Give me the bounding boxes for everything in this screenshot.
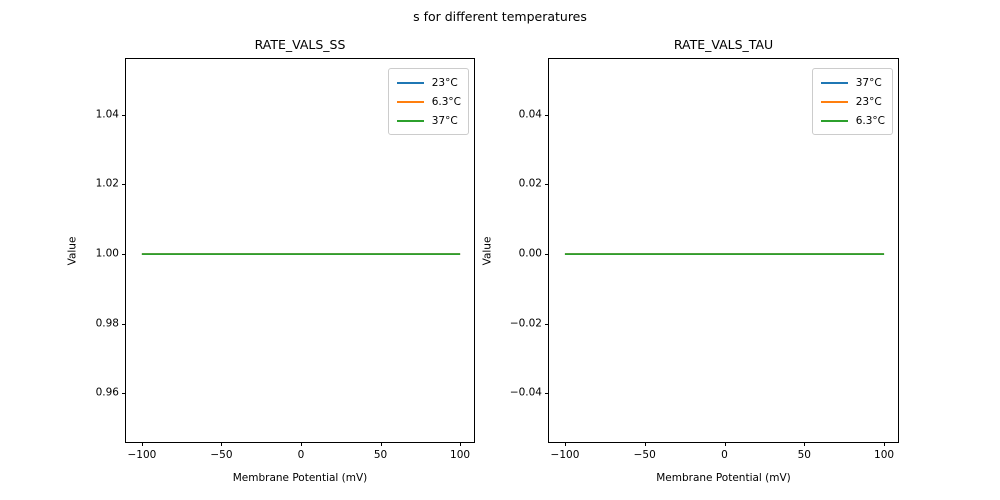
legend-item-label: 6.3°C [431, 95, 461, 108]
y-tick-mark [545, 254, 549, 256]
x-tick-mark [644, 442, 646, 446]
x-tick-mark [141, 442, 143, 446]
x-tick-mark [564, 442, 566, 446]
legend-line-swatch [820, 81, 848, 84]
x-tick-label: −100 [550, 449, 580, 461]
figure-suptitle: s for different temperatures [413, 9, 587, 24]
legend: 37°C 23°C 6.3°C [811, 68, 893, 135]
x-tick-mark [724, 442, 726, 446]
x-tick-label: 50 [797, 449, 811, 461]
axes-title: RATE_VALS_TAU [673, 37, 774, 52]
y-tick-mark [122, 323, 126, 325]
plot-lines [564, 253, 885, 256]
x-tick-label: 100 [450, 449, 471, 461]
legend-item-label: 37°C [855, 76, 882, 89]
x-tick-label: 0 [721, 449, 728, 461]
x-axis-label: Membrane Potential (mV) [656, 472, 791, 484]
legend-line-swatch [396, 119, 424, 122]
legend-item: 23°C [820, 92, 885, 111]
y-tick-label: 1.00 [95, 247, 119, 260]
x-tick-label: 50 [373, 449, 388, 461]
legend-item: 37°C [820, 73, 885, 92]
x-tick-mark [380, 442, 382, 446]
legend-item: 23°C [396, 73, 461, 92]
legend-line-swatch [396, 100, 424, 103]
y-tick-mark [545, 184, 549, 186]
x-tick-mark [301, 442, 302, 446]
x-axis-label: Membrane Potential (mV) [232, 472, 368, 484]
legend-item-label: 6.3°C [855, 114, 885, 127]
x-tick-label: 0 [297, 449, 305, 461]
x-tick-label: −50 [210, 449, 233, 461]
x-tick-mark [221, 442, 223, 446]
legend-item: 6.3°C [396, 92, 461, 111]
x-tick-mark [460, 442, 462, 446]
y-axis-label: Value [481, 236, 494, 265]
legend-item: 6.3°C [820, 111, 885, 130]
y-tick-mark [545, 114, 549, 116]
legend-item-label: 23°C [431, 76, 458, 89]
y-tick-mark [122, 114, 126, 116]
subplot-rate-vals-tau: RATE_VALS_TAU Membrane Potential (mV) Valu… [482, 37, 899, 484]
y-axis-label: Value [66, 236, 79, 265]
y-tick-mark [545, 393, 549, 395]
y-tick-label: 0.98 [95, 317, 119, 330]
y-tick-mark [122, 184, 126, 186]
x-tick-label: −50 [633, 449, 656, 461]
plot-lines [141, 253, 461, 256]
legend-line-swatch [820, 100, 848, 103]
x-tick-mark [804, 442, 806, 446]
x-tick-label: −100 [127, 449, 157, 461]
y-tick-mark [545, 323, 549, 325]
legend-item-label: 23°C [855, 95, 882, 108]
y-tick-mark [122, 254, 126, 256]
y-tick-label: 0.00 [518, 247, 542, 260]
y-tick-label: 0.96 [95, 386, 119, 399]
y-tick-label: 1.02 [95, 177, 119, 190]
y-tick-label: −0.04 [509, 386, 542, 399]
legend: 23°C 6.3°C 37°C [387, 68, 469, 135]
y-tick-label: 0.02 [518, 177, 542, 190]
y-tick-label: 0.04 [518, 108, 542, 121]
y-tick-label: 1.04 [95, 108, 119, 121]
subplot-rate-vals-ss: RATE_VALS_SS Membrane Potential (mV) Value… [67, 37, 475, 484]
y-tick-label: −0.02 [509, 317, 542, 330]
axes-title: RATE_VALS_SS [254, 37, 346, 52]
y-tick-mark [122, 393, 126, 395]
legend-item: 37°C [396, 111, 461, 130]
x-tick-label: 100 [874, 449, 895, 461]
legend-line-swatch [820, 119, 848, 122]
legend-item-label: 37°C [431, 114, 458, 127]
legend-line-swatch [396, 81, 424, 84]
x-tick-mark [884, 442, 886, 446]
